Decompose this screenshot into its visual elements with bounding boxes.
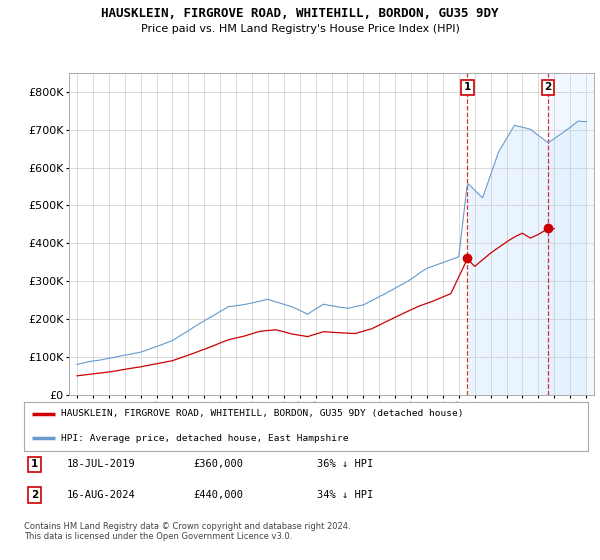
Text: HAUSKLEIN, FIRGROVE ROAD, WHITEHILL, BORDON, GU35 9DY (detached house): HAUSKLEIN, FIRGROVE ROAD, WHITEHILL, BOR…: [61, 409, 463, 418]
Text: 1: 1: [464, 82, 471, 92]
Text: HPI: Average price, detached house, East Hampshire: HPI: Average price, detached house, East…: [61, 434, 348, 443]
Text: 18-JUL-2019: 18-JUL-2019: [66, 459, 135, 469]
Text: £360,000: £360,000: [193, 459, 243, 469]
Text: HAUSKLEIN, FIRGROVE ROAD, WHITEHILL, BORDON, GU35 9DY: HAUSKLEIN, FIRGROVE ROAD, WHITEHILL, BOR…: [101, 7, 499, 20]
Text: 16-AUG-2024: 16-AUG-2024: [66, 490, 135, 500]
Text: 36% ↓ HPI: 36% ↓ HPI: [317, 459, 374, 469]
Text: 2: 2: [31, 490, 38, 500]
Text: £440,000: £440,000: [193, 490, 243, 500]
Text: 34% ↓ HPI: 34% ↓ HPI: [317, 490, 374, 500]
Text: Contains HM Land Registry data © Crown copyright and database right 2024.
This d: Contains HM Land Registry data © Crown c…: [24, 522, 350, 542]
Text: 1: 1: [31, 459, 38, 469]
Bar: [548, 73, 594, 395]
Text: 2: 2: [545, 82, 552, 92]
Bar: [548, 73, 594, 395]
Text: Price paid vs. HM Land Registry's House Price Index (HPI): Price paid vs. HM Land Registry's House …: [140, 24, 460, 34]
